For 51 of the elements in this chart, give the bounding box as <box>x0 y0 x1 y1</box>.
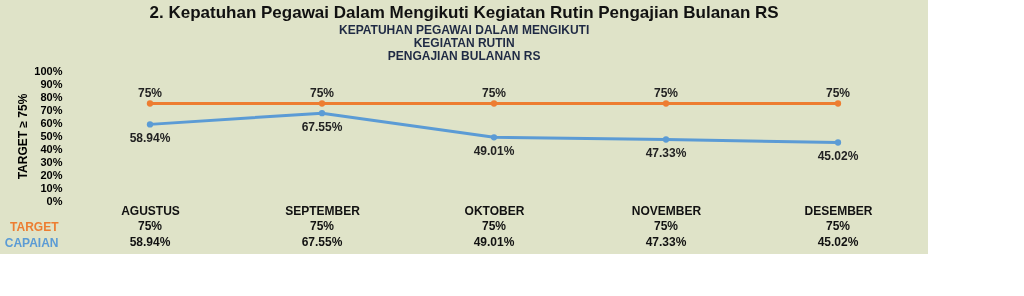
text: 47.33% <box>645 235 687 249</box>
x-tick-label: OKTOBER <box>464 203 525 218</box>
text: 75% <box>309 219 335 233</box>
text: 75% <box>653 219 679 233</box>
point <box>318 110 326 117</box>
x-tick-label: SEPTEMBER <box>285 203 361 218</box>
y-tick-label: 60% <box>40 116 63 129</box>
point <box>490 134 498 141</box>
text: 58.94% <box>129 235 171 249</box>
text: 75% <box>137 85 163 100</box>
chart-subtitle: KEPATUHAN PEGAWAI DALAM MENGIKUTI KEGIATAN RUTIN PENGAJIAN BULANAN RS <box>339 23 590 63</box>
point <box>146 100 154 107</box>
x-tick-label: NOVEMBER <box>631 203 702 218</box>
text: CAPAIAN <box>4 235 59 250</box>
y-tick-label: 40% <box>40 142 63 155</box>
text: 75% <box>825 85 851 100</box>
text: TARGET <box>10 219 60 234</box>
text: 75% <box>481 219 507 233</box>
text: 49.01% <box>473 235 515 249</box>
y-tick-label: 30% <box>40 155 63 168</box>
y-tick-label: 50% <box>40 129 63 142</box>
text: 75% <box>481 85 507 100</box>
text: 75% <box>653 85 679 100</box>
y-tick-label: 80% <box>40 90 63 103</box>
y-tick-label: 20% <box>40 168 63 181</box>
text: 45.02% <box>817 235 859 249</box>
chart-title: 2. Kepatuhan Pegawai Dalam Mengikuti Kegiatan Rutin Pengajian Bulanan RS <box>149 3 779 22</box>
point <box>834 139 842 146</box>
point <box>146 121 154 128</box>
text: 75% <box>825 219 851 233</box>
y-tick-label: 90% <box>40 77 63 90</box>
y-tick-label: 100% <box>34 64 63 77</box>
text: 45.02% <box>817 149 859 164</box>
text: 67.55% <box>301 120 343 135</box>
point <box>490 100 498 107</box>
point <box>662 136 670 143</box>
y-axis-title: TARGET ≥ 75% <box>16 93 31 180</box>
y-tick-label: 70% <box>40 103 63 116</box>
text: 67.55% <box>301 235 343 249</box>
text: 49.01% <box>473 144 515 159</box>
point <box>662 100 670 107</box>
point <box>834 100 842 107</box>
text: 58.94% <box>129 131 171 146</box>
text: 47.33% <box>645 146 687 161</box>
point <box>318 100 326 107</box>
y-tick-label: 10% <box>40 181 63 194</box>
text: 75% <box>137 219 163 233</box>
x-tick-label: AGUSTUS <box>121 203 180 218</box>
text: 75% <box>309 85 335 100</box>
x-tick-label: DESEMBER <box>804 203 873 218</box>
y-tick-label: 0% <box>46 194 63 207</box>
